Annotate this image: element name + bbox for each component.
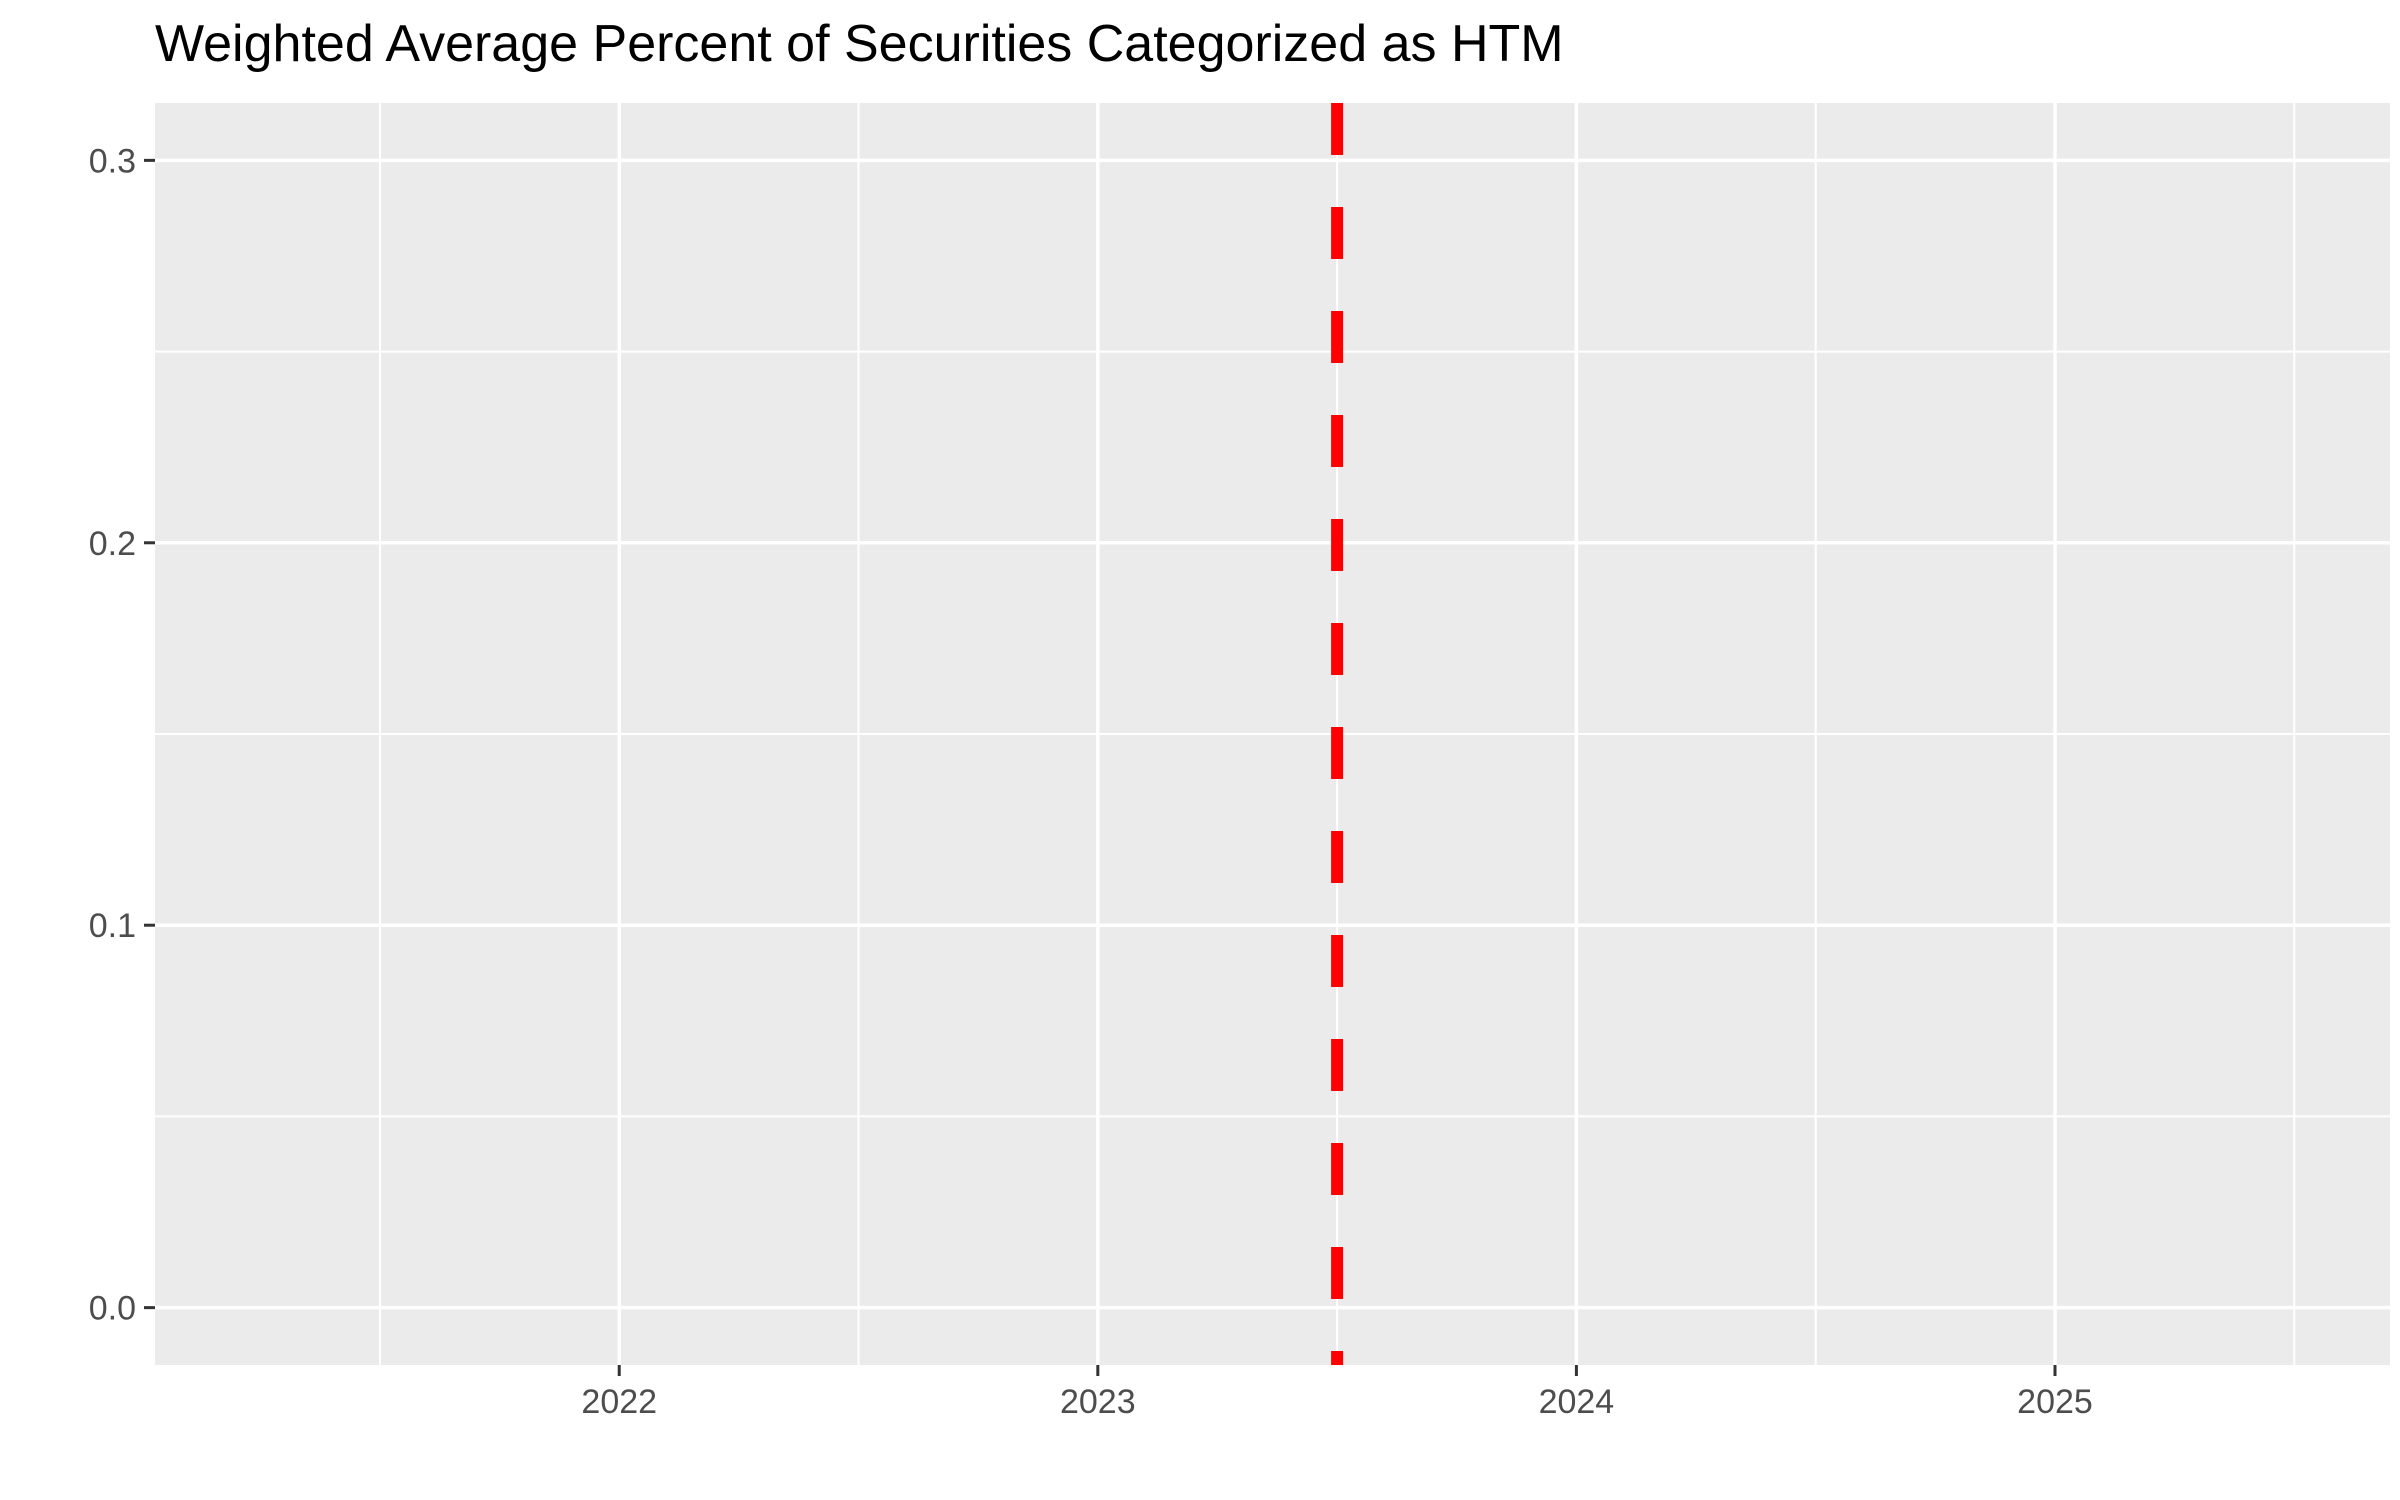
x-tick-label: 2022	[581, 1383, 657, 1421]
x-tick-label: 2024	[1539, 1383, 1615, 1421]
y-tick-label: 0.0	[89, 1290, 136, 1328]
y-tick-label: 0.2	[89, 525, 136, 563]
y-tick-label: 0.1	[89, 907, 136, 945]
minor-gridlines	[155, 103, 2390, 1365]
x-tick-label: 2025	[2017, 1383, 2093, 1421]
x-axis: 2022 2023 2024 2025	[581, 1365, 2093, 1421]
major-gridlines	[155, 103, 2390, 1365]
y-axis: 0.0 0.1 0.2 0.3	[89, 142, 155, 1328]
chart-title: Weighted Average Percent of Securities C…	[155, 15, 1564, 73]
x-tick-label: 2023	[1060, 1383, 1136, 1421]
y-tick-label: 0.3	[89, 142, 136, 180]
